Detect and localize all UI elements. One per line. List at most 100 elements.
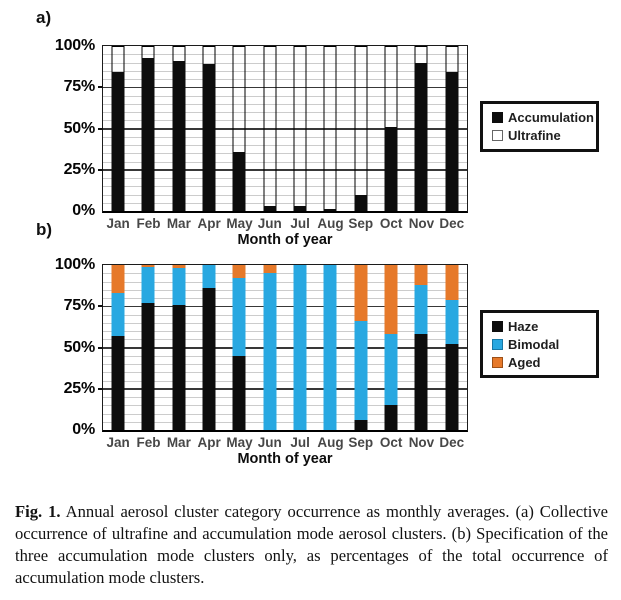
month-label: Mar <box>166 216 191 231</box>
y-axis-label: 0% <box>72 421 95 438</box>
haze-bar-segment <box>141 302 155 430</box>
bimodal-bar-segment <box>354 321 368 421</box>
month-label: Sep <box>348 435 374 450</box>
accumulation-bar-segment <box>263 206 277 211</box>
bimodal-bar-segment <box>111 293 125 336</box>
haze-bar-segment <box>111 335 125 430</box>
y-axis-tick <box>98 127 103 130</box>
minor-gridline <box>103 413 467 415</box>
bimodal-bar-segment <box>141 266 155 303</box>
minor-gridline <box>103 202 467 204</box>
haze-bar-segment <box>445 344 459 430</box>
accumulation-bar-segment <box>293 206 307 211</box>
minor-gridline <box>103 298 467 299</box>
accumulation-bar-segment <box>384 126 398 211</box>
haze-bar-segment <box>202 288 216 430</box>
bimodal-bar-segment <box>263 273 277 430</box>
haze-bar-segment <box>414 334 428 430</box>
bar-group-feb <box>133 265 163 430</box>
ultrafine-bar-outline <box>323 46 337 211</box>
month-label: Jan <box>106 216 130 231</box>
bimodal-swatch-icon <box>492 338 503 350</box>
legend-chart-b: Haze Bimodal Aged <box>480 310 599 378</box>
y-axis-tick <box>98 387 103 390</box>
accumulation-bar-segment <box>232 151 246 211</box>
bimodal-bar-segment <box>232 278 246 356</box>
bimodal-bar-segment <box>202 265 216 289</box>
legend-item-aged: Aged <box>492 353 596 371</box>
legend-label: Bimodal <box>508 336 560 352</box>
ultrafine-bar-outline <box>293 46 307 211</box>
month-axis: Jan Feb Mar Apr May Jun Jul Aug Sep Oct Nov Dec <box>103 435 467 450</box>
accumulation-bar-segment <box>172 60 186 211</box>
bar-group-dec <box>437 265 467 430</box>
month-label: Dec <box>439 435 465 450</box>
bar-group-jun <box>255 46 285 211</box>
legend-label: Aged <box>508 354 541 370</box>
legend-label: Ultrafine <box>508 128 561 144</box>
bimodal-bar-segment <box>172 268 186 305</box>
bar-group-oct <box>376 46 406 211</box>
legend-chart-a: Accumulation Ultrafine <box>480 101 599 152</box>
y-axis-label: 100% <box>54 256 95 273</box>
figure-caption: Fig. 1. Annual aerosol cluster category … <box>15 501 608 590</box>
legend-item-bimodal: Bimodal <box>492 335 596 353</box>
major-gridline <box>103 127 467 130</box>
aged-bar-segment <box>111 265 125 294</box>
haze-bar-segment <box>172 304 186 430</box>
caption-text: Annual aerosol cluster category occurren… <box>15 501 609 588</box>
month-label: May <box>226 216 253 231</box>
accumulation-bar-segment <box>111 72 125 211</box>
y-axis-label: 75% <box>63 297 96 315</box>
bimodal-bar-segment <box>445 299 459 345</box>
month-label: Nov <box>408 216 435 231</box>
bar-group-apr <box>194 46 224 211</box>
minor-gridline <box>103 331 467 332</box>
haze-swatch-icon <box>492 320 503 332</box>
minor-gridline <box>103 161 467 163</box>
aged-swatch-icon <box>492 356 503 368</box>
legend-item-ultrafine: Ultrafine <box>492 127 596 146</box>
bimodal-bar-segment <box>414 284 428 335</box>
y-axis-label: 75% <box>63 78 96 96</box>
chart-a-plot-area: 0% 25% 50% 75% 100% Jan Feb Mar Apr May Jun Jul Aug S… <box>55 37 599 248</box>
minor-gridline <box>103 95 467 97</box>
minor-gridline <box>103 339 467 341</box>
bar-group-jun <box>255 265 285 430</box>
bar-group-dec <box>437 46 467 211</box>
month-label: Mar <box>166 435 191 450</box>
major-gridline <box>103 305 467 308</box>
aged-bar-segment <box>232 265 246 279</box>
chart-b-plot-area: 0% 25% 50% 75% 100% Jan Feb Mar Apr May Jun Jul Aug S… <box>55 256 599 467</box>
bar-group-feb <box>133 46 163 211</box>
bar-group-oct <box>376 265 406 430</box>
minor-gridline <box>103 136 467 138</box>
bar-group-jul <box>285 265 315 430</box>
bimodal-bar-segment <box>384 334 398 406</box>
haze-bar-segment <box>232 355 246 430</box>
minor-gridline <box>103 103 467 105</box>
legend-item-accumulation: Accumulation <box>492 108 596 127</box>
minor-gridline <box>103 186 467 188</box>
month-label: Aug <box>317 216 344 231</box>
bar-group-nov <box>406 265 436 430</box>
month-label: Oct <box>379 435 403 450</box>
bar-group-aug <box>315 46 345 211</box>
bar-group-nov <box>406 46 436 211</box>
ultrafine-bar-outline <box>354 46 368 211</box>
accumulation-bar-segment <box>354 194 368 211</box>
minor-gridline <box>103 273 467 275</box>
accumulation-bar-segment <box>323 209 337 211</box>
y-axis-label: 50% <box>63 338 96 356</box>
bar-group-may <box>224 46 254 211</box>
haze-bar-segment <box>354 420 368 430</box>
month-axis: Jan Feb Mar Apr May Jun Jul Aug Sep Oct Nov Dec <box>103 216 467 231</box>
bimodal-bar-segment <box>293 265 307 430</box>
y-axis-label: 100% <box>54 37 95 54</box>
minor-gridline <box>103 62 467 64</box>
bar-group-apr <box>194 265 224 430</box>
aged-bar-segment <box>354 265 368 322</box>
bar-group-may <box>224 265 254 430</box>
bar-group-mar <box>164 46 194 211</box>
